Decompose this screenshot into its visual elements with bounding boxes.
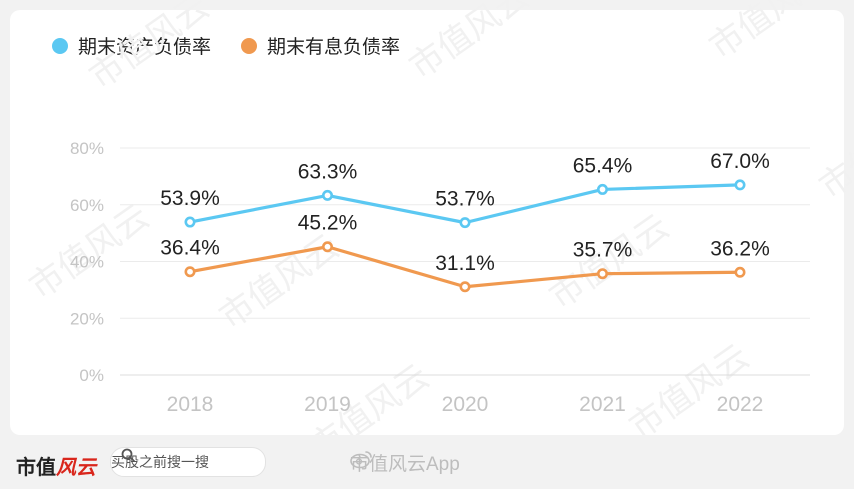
search-box[interactable]: 买股之前搜一搜 (110, 447, 266, 477)
x-tick-label: 2020 (442, 393, 489, 416)
brand-logo[interactable]: 市值风云 (16, 451, 96, 480)
x-tick-label: 2019 (304, 393, 351, 416)
legend-label-interest-ratio: 期末有息负债率 (267, 37, 401, 58)
data-label: 53.9% (160, 187, 220, 210)
data-point (184, 266, 196, 278)
weibo-icon (350, 451, 372, 469)
data-label: 31.1% (435, 252, 495, 275)
data-point (459, 217, 471, 229)
watermark-text: 市值风云 (82, 0, 216, 97)
data-label: 36.4% (160, 237, 220, 260)
data-label: 35.7% (573, 239, 633, 262)
watermark-text: 市值风云 (622, 337, 756, 435)
data-label: 67.0% (710, 150, 770, 173)
y-tick-label: 60% (70, 196, 104, 215)
legend-dot-interest-ratio (241, 37, 258, 54)
search-icon (121, 448, 135, 462)
data-point (459, 281, 471, 293)
legend-label-asset-ratio: 期末资产负债率 (78, 37, 212, 58)
data-point (321, 189, 333, 201)
data-point (596, 268, 608, 280)
data-point (184, 216, 196, 228)
chart-legend: 期末资产负债率 期末有息负债率 (52, 32, 400, 59)
data-label: 45.2% (298, 212, 358, 235)
y-tick-label: 40% (70, 253, 104, 272)
watermark-text: 市值风云 (402, 0, 536, 87)
watermark-text: 市值风云 (702, 0, 836, 67)
data-point (596, 183, 608, 195)
brand-text: 市值 (16, 457, 56, 479)
y-tick-label: 0% (79, 366, 104, 385)
footer-bar: 市值风云 买股之前搜一搜 市值风云App (0, 435, 854, 489)
data-label: 53.7% (435, 188, 495, 211)
legend-item-asset-ratio[interactable]: 期末资产负债率 (52, 32, 211, 59)
brand-logo-mark: 风云 (56, 455, 96, 479)
data-label: 63.3% (298, 160, 358, 183)
search-text: 买股之前搜一搜 (111, 454, 209, 470)
weibo-watermark: 市值风云App (350, 449, 460, 476)
x-tick-label: 2018 (167, 393, 214, 416)
chart-card (10, 10, 844, 435)
data-point (734, 266, 746, 278)
weibo-text: 市值风云App (350, 454, 460, 475)
x-tick-label: 2021 (579, 393, 626, 416)
data-point (734, 179, 746, 191)
y-tick-label: 80% (70, 139, 104, 158)
x-tick-label: 2022 (717, 393, 764, 416)
data-point (321, 241, 333, 253)
legend-item-interest-ratio[interactable]: 期末有息负债率 (241, 32, 400, 59)
legend-dot-asset-ratio (52, 37, 68, 54)
y-tick-label: 20% (70, 309, 104, 328)
watermark-text: 市值风云 (812, 97, 854, 208)
data-label: 65.4% (573, 154, 633, 177)
data-label: 36.2% (710, 237, 770, 260)
